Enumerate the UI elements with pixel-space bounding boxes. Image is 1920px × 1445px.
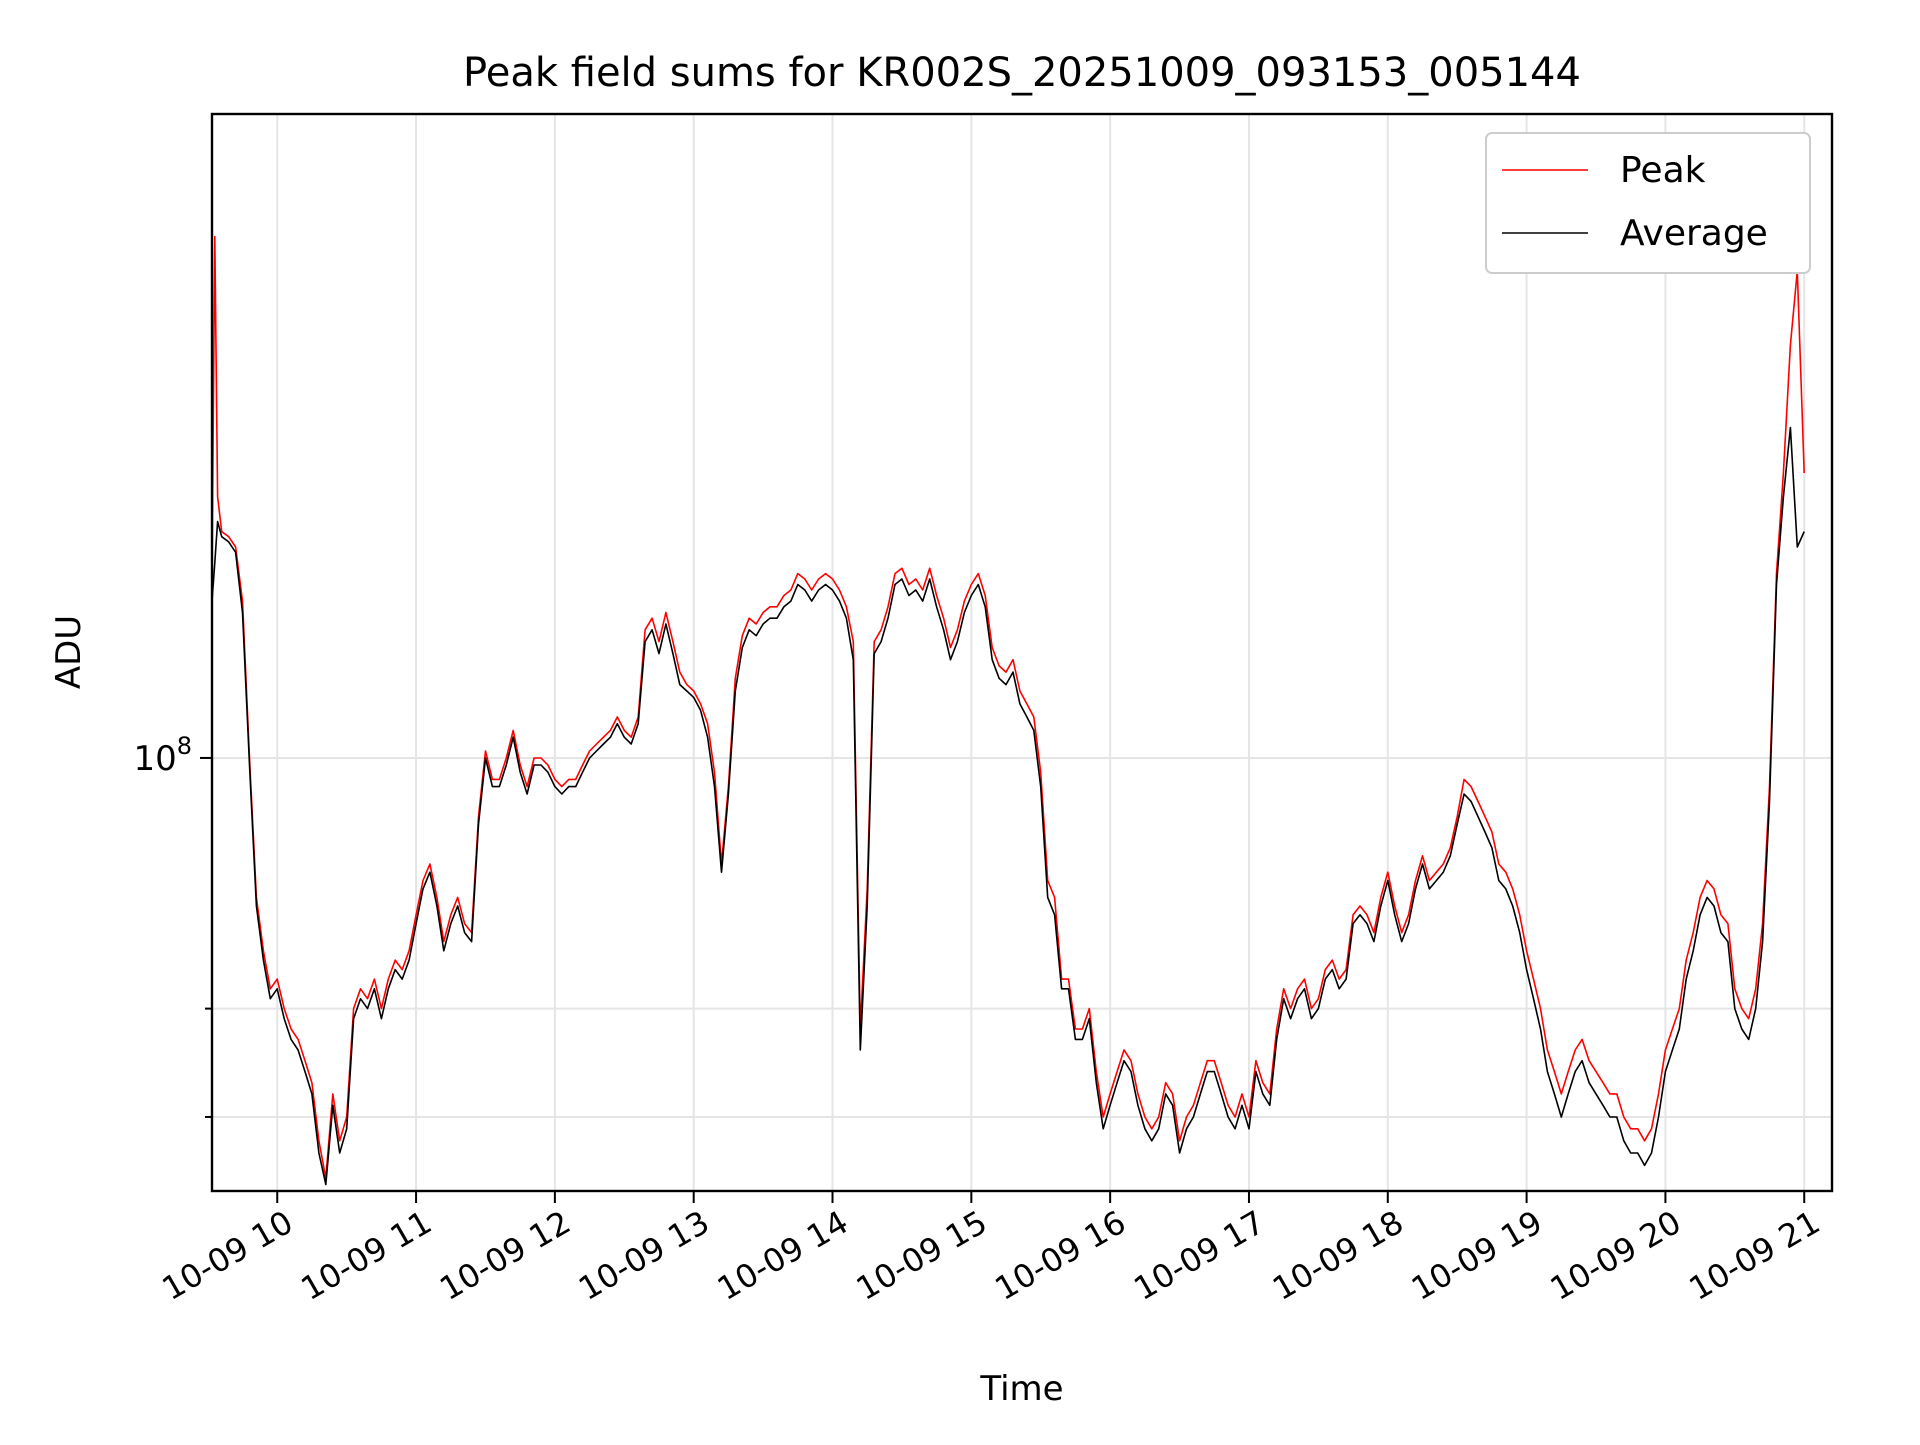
legend-peak-label: Peak <box>1620 150 1706 191</box>
series-average-line <box>212 426 1805 1186</box>
plot-frame <box>210 112 1834 1193</box>
series-peak-line <box>212 235 1805 1179</box>
legend-box <box>1485 132 1811 274</box>
grid <box>212 114 1832 1191</box>
y-tick-label: 108 <box>133 732 192 779</box>
y-tick: 108 <box>133 732 212 779</box>
y-axis-ticks: 108 <box>133 732 212 1118</box>
plot-series <box>212 235 1805 1186</box>
legend: Peak Average <box>1485 132 1811 274</box>
x-axis-label: Time <box>979 1369 1063 1409</box>
y-tick-label-exponent: 8 <box>177 732 192 760</box>
y-axis-label: ADU <box>49 615 89 689</box>
legend-average-label: Average <box>1620 213 1768 254</box>
chart-title: Peak field sums for KR002S_20251009_0931… <box>463 50 1581 96</box>
y-tick-label-base: 10 <box>133 739 176 779</box>
